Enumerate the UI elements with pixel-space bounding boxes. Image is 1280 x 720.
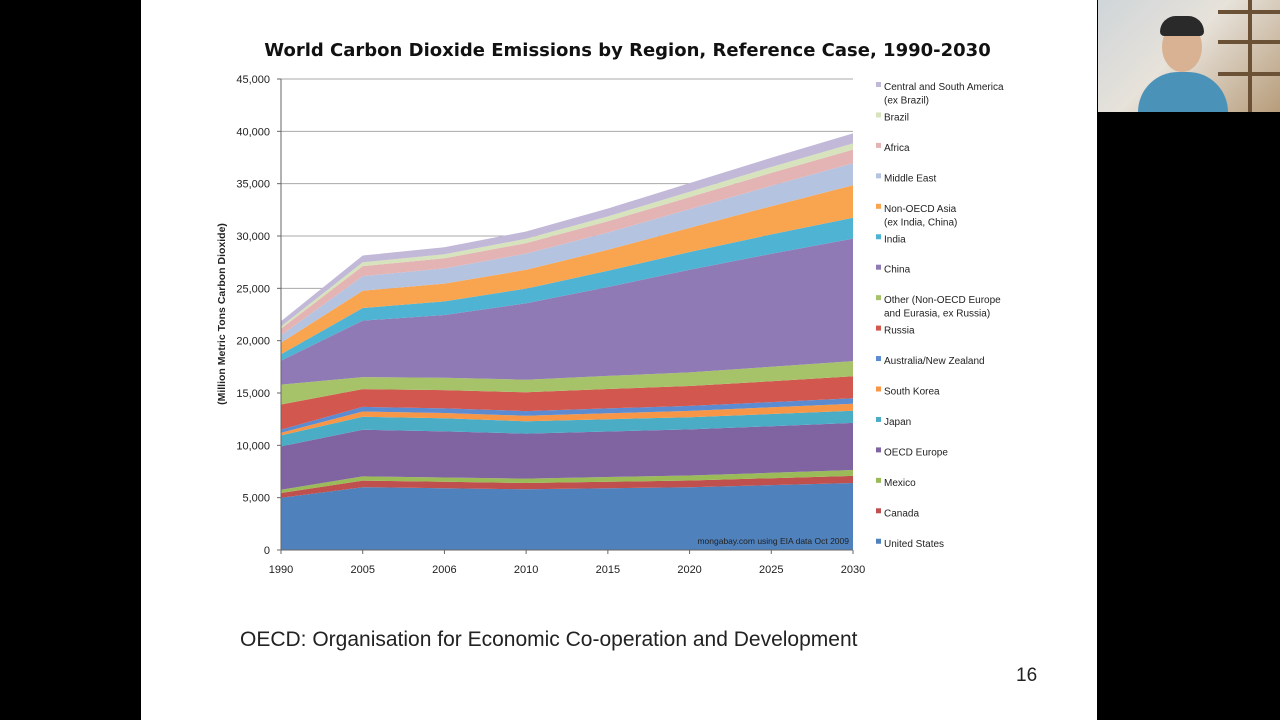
- area-south-korea: [281, 403, 853, 436]
- legend-label: Central and South America: [884, 82, 1004, 93]
- y-tick-label: 15,000: [236, 388, 270, 400]
- legend-swatch: [876, 447, 881, 453]
- legend-label: Mexico: [884, 478, 916, 489]
- x-tick-label: 2025: [759, 564, 783, 576]
- y-axis-label: (Million Metric Tons Carbon Dioxide): [216, 223, 228, 405]
- y-tick-label: 0: [264, 545, 270, 557]
- legend-label: China: [884, 265, 911, 276]
- x-tick-label: 2020: [677, 564, 701, 576]
- x-tick-label: 2015: [596, 564, 620, 576]
- x-tick-label: 2030: [841, 564, 865, 576]
- x-tick-label: 2010: [514, 564, 538, 576]
- area-china: [281, 238, 853, 385]
- legend-swatch: [876, 295, 881, 301]
- legend-swatch: [876, 173, 881, 179]
- legend-swatch: [876, 82, 881, 87]
- legend-swatch: [876, 416, 881, 422]
- area-oecd-europe: [281, 422, 853, 490]
- y-tick-label: 40,000: [236, 126, 270, 138]
- legend-swatch: [876, 538, 881, 544]
- source-annotation: mongabay.com using EIA data Oct 2009: [697, 536, 849, 546]
- legend-label: OECD Europe: [884, 447, 948, 458]
- axes: 0 5,000 10,000 15,000 20,000 25,000 30,000 35,0…: [236, 74, 865, 576]
- legend-label: (ex Brazil): [884, 96, 929, 107]
- legend-label: Brazil: [884, 112, 909, 123]
- area-india: [281, 217, 853, 361]
- y-tick-label: 10,000: [236, 440, 270, 452]
- area-australia-new-zealand: [281, 398, 853, 433]
- x-tick-label: 2006: [432, 564, 456, 576]
- area-brazil: [281, 143, 853, 329]
- area-japan: [281, 410, 853, 447]
- y-tick-label: 45,000: [236, 74, 270, 86]
- area-other-non-oecd-europe-and-eurasia-ex-russia: [281, 361, 853, 405]
- legend-label: Japan: [884, 417, 911, 428]
- area-canada: [281, 475, 853, 498]
- legend-swatch: [876, 477, 881, 483]
- area-central-and-south-america-ex-brazil: [281, 133, 853, 327]
- x-tick-label: 2005: [350, 564, 374, 576]
- person-icon: [1138, 72, 1228, 112]
- legend-label: Other (Non-OECD Europe: [884, 295, 1001, 306]
- legend-swatch: [876, 203, 881, 209]
- legend-swatch: [876, 234, 881, 240]
- area-united-states: [281, 483, 853, 550]
- y-tick-label: 35,000: [236, 179, 270, 191]
- legend-label: (ex India, China): [884, 217, 957, 228]
- legend-label: and Eurasia, ex Russia): [884, 309, 990, 320]
- legend-label: Australia/New Zealand: [884, 356, 985, 367]
- footnote: OECD: Organisation for Economic Co-opera…: [240, 628, 858, 651]
- legend-swatch: [876, 325, 881, 331]
- area-mexico: [281, 470, 853, 493]
- legend: Central and South America (ex Brazil) Braz…: [876, 82, 1004, 550]
- area-russia: [281, 376, 853, 430]
- legend-swatch: [876, 264, 881, 270]
- legend-swatch: [876, 142, 881, 148]
- legend-label: Middle East: [884, 173, 936, 184]
- legend-swatch: [876, 386, 881, 392]
- legend-label: Africa: [884, 143, 910, 154]
- x-tick-label: 1990: [269, 564, 293, 576]
- legend-label: Canada: [884, 508, 919, 519]
- y-tick-label: 5,000: [242, 493, 270, 505]
- chart-title: World Carbon Dioxide Emissions by Region…: [264, 40, 991, 61]
- y-tick-label: 25,000: [236, 283, 270, 295]
- y-tick-label: 20,000: [236, 336, 270, 348]
- legend-label: India: [884, 234, 906, 245]
- area-middle-east: [281, 163, 853, 343]
- legend-label: Non-OECD Asia: [884, 204, 957, 215]
- area-africa: [281, 149, 853, 336]
- y-tick-label: 30,000: [236, 231, 270, 243]
- legend-label: South Korea: [884, 387, 940, 398]
- webcam-video: [1098, 0, 1280, 112]
- page-number: 16: [1016, 665, 1038, 686]
- area-series: [281, 133, 853, 550]
- legend-label: United States: [884, 539, 944, 550]
- legend-swatch: [876, 508, 881, 514]
- legend-swatch: [876, 112, 881, 118]
- legend-swatch: [876, 356, 881, 362]
- legend-label: Russia: [884, 326, 915, 337]
- area-non-oecd-asia-ex-india-china: [281, 185, 853, 355]
